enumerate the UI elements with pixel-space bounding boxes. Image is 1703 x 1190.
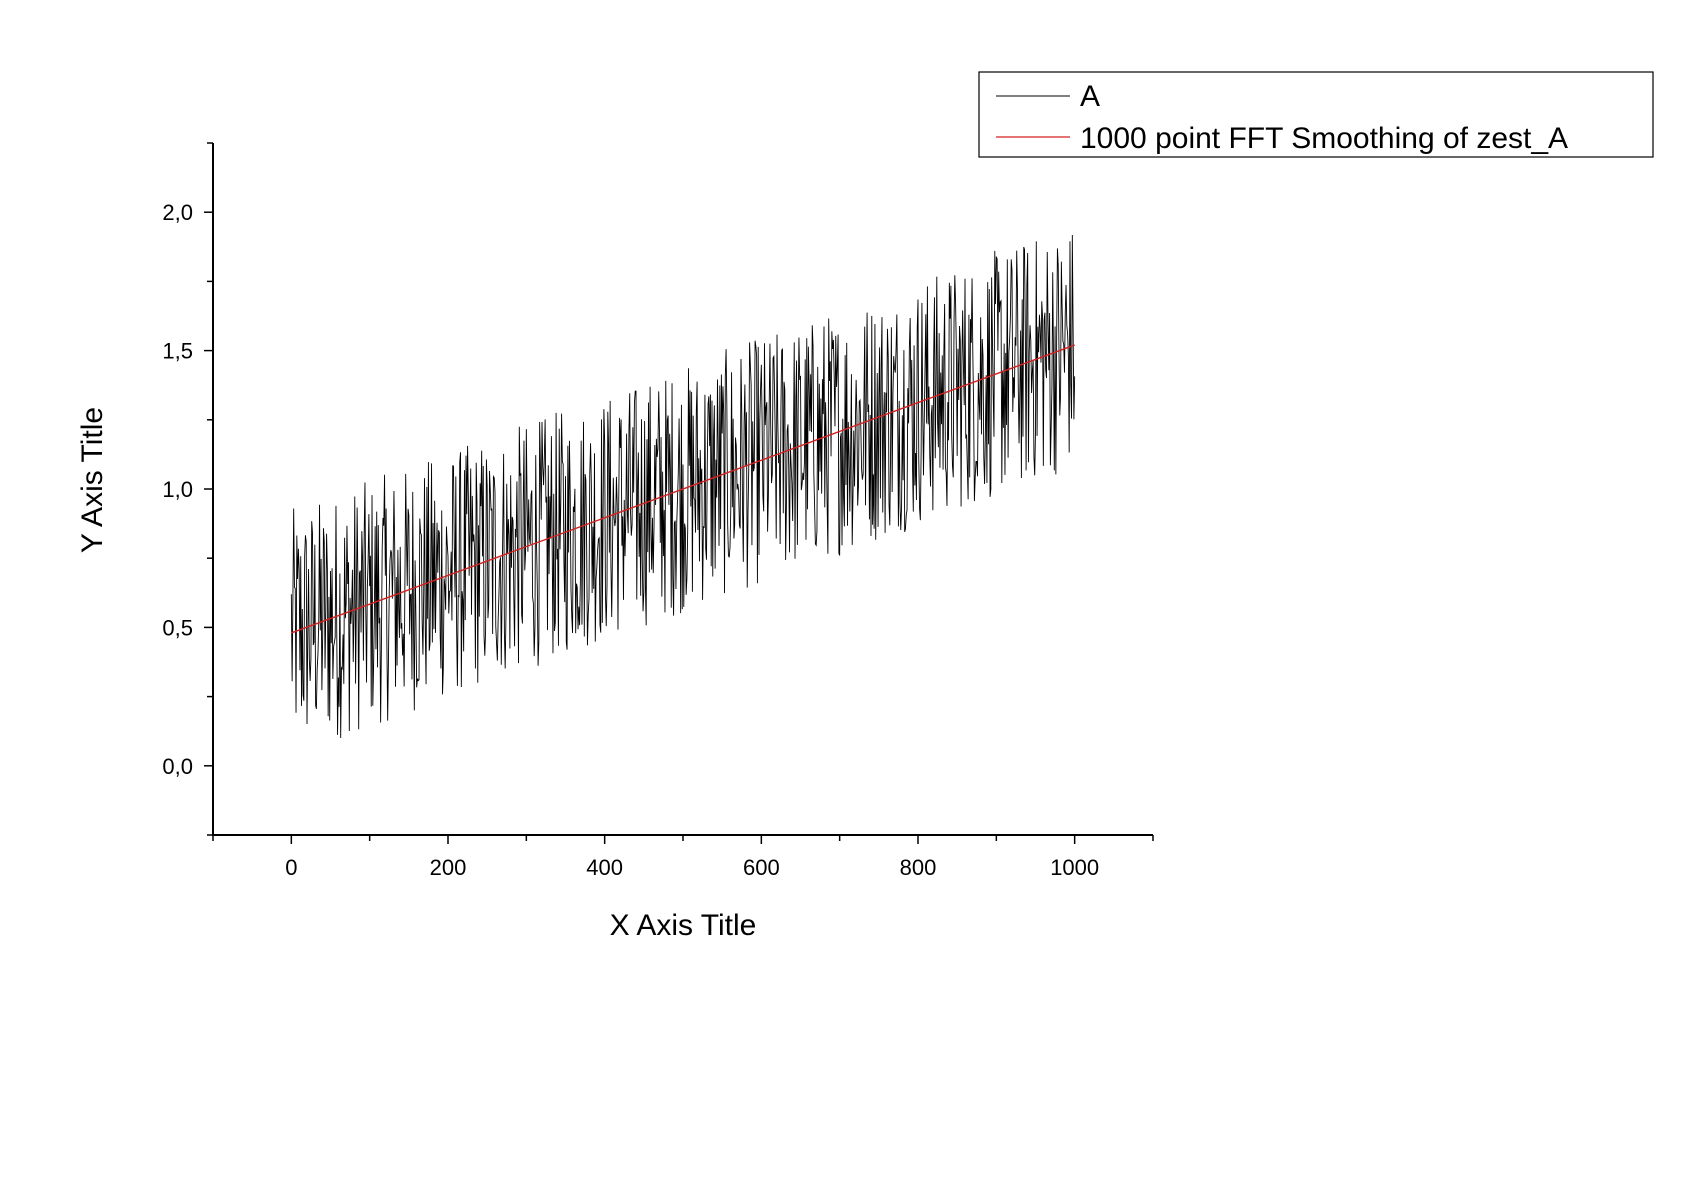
y-tick-label: 0,5 — [162, 615, 193, 640]
ticks: 0 200 400 600 800 1000 0,0 0,5 1,0 1,5 2,0 — [162, 142, 1154, 880]
x-tick-label: 400 — [586, 855, 623, 880]
legend-label-smoothing: 1000 point FFT Smoothing of zest_A — [1080, 122, 1568, 155]
y-tick-label: 1,0 — [162, 477, 193, 502]
y-axis-title: Y Axis Title — [76, 407, 109, 553]
legend: A 1000 point FFT Smoothing of zest_A — [978, 71, 1654, 158]
legend-box — [978, 71, 1654, 158]
series-a-line — [290, 234, 1076, 738]
legend-label-a: A — [1080, 80, 1100, 113]
x-tick-label: 200 — [430, 855, 467, 880]
series-smoothing-line — [291, 344, 1075, 634]
y-tick-label: 0,0 — [162, 754, 193, 779]
y-tick-label: 2,0 — [162, 200, 193, 225]
series-a — [290, 234, 1076, 738]
x-tick-label: 600 — [743, 855, 780, 880]
series-smoothing — [291, 344, 1075, 634]
x-tick-label: 1000 — [1050, 855, 1099, 880]
x-axis-title: X Axis Title — [610, 909, 757, 942]
x-tick-label: 800 — [900, 855, 937, 880]
x-tick-label: 0 — [285, 855, 297, 880]
y-tick-label: 1,5 — [162, 339, 193, 364]
